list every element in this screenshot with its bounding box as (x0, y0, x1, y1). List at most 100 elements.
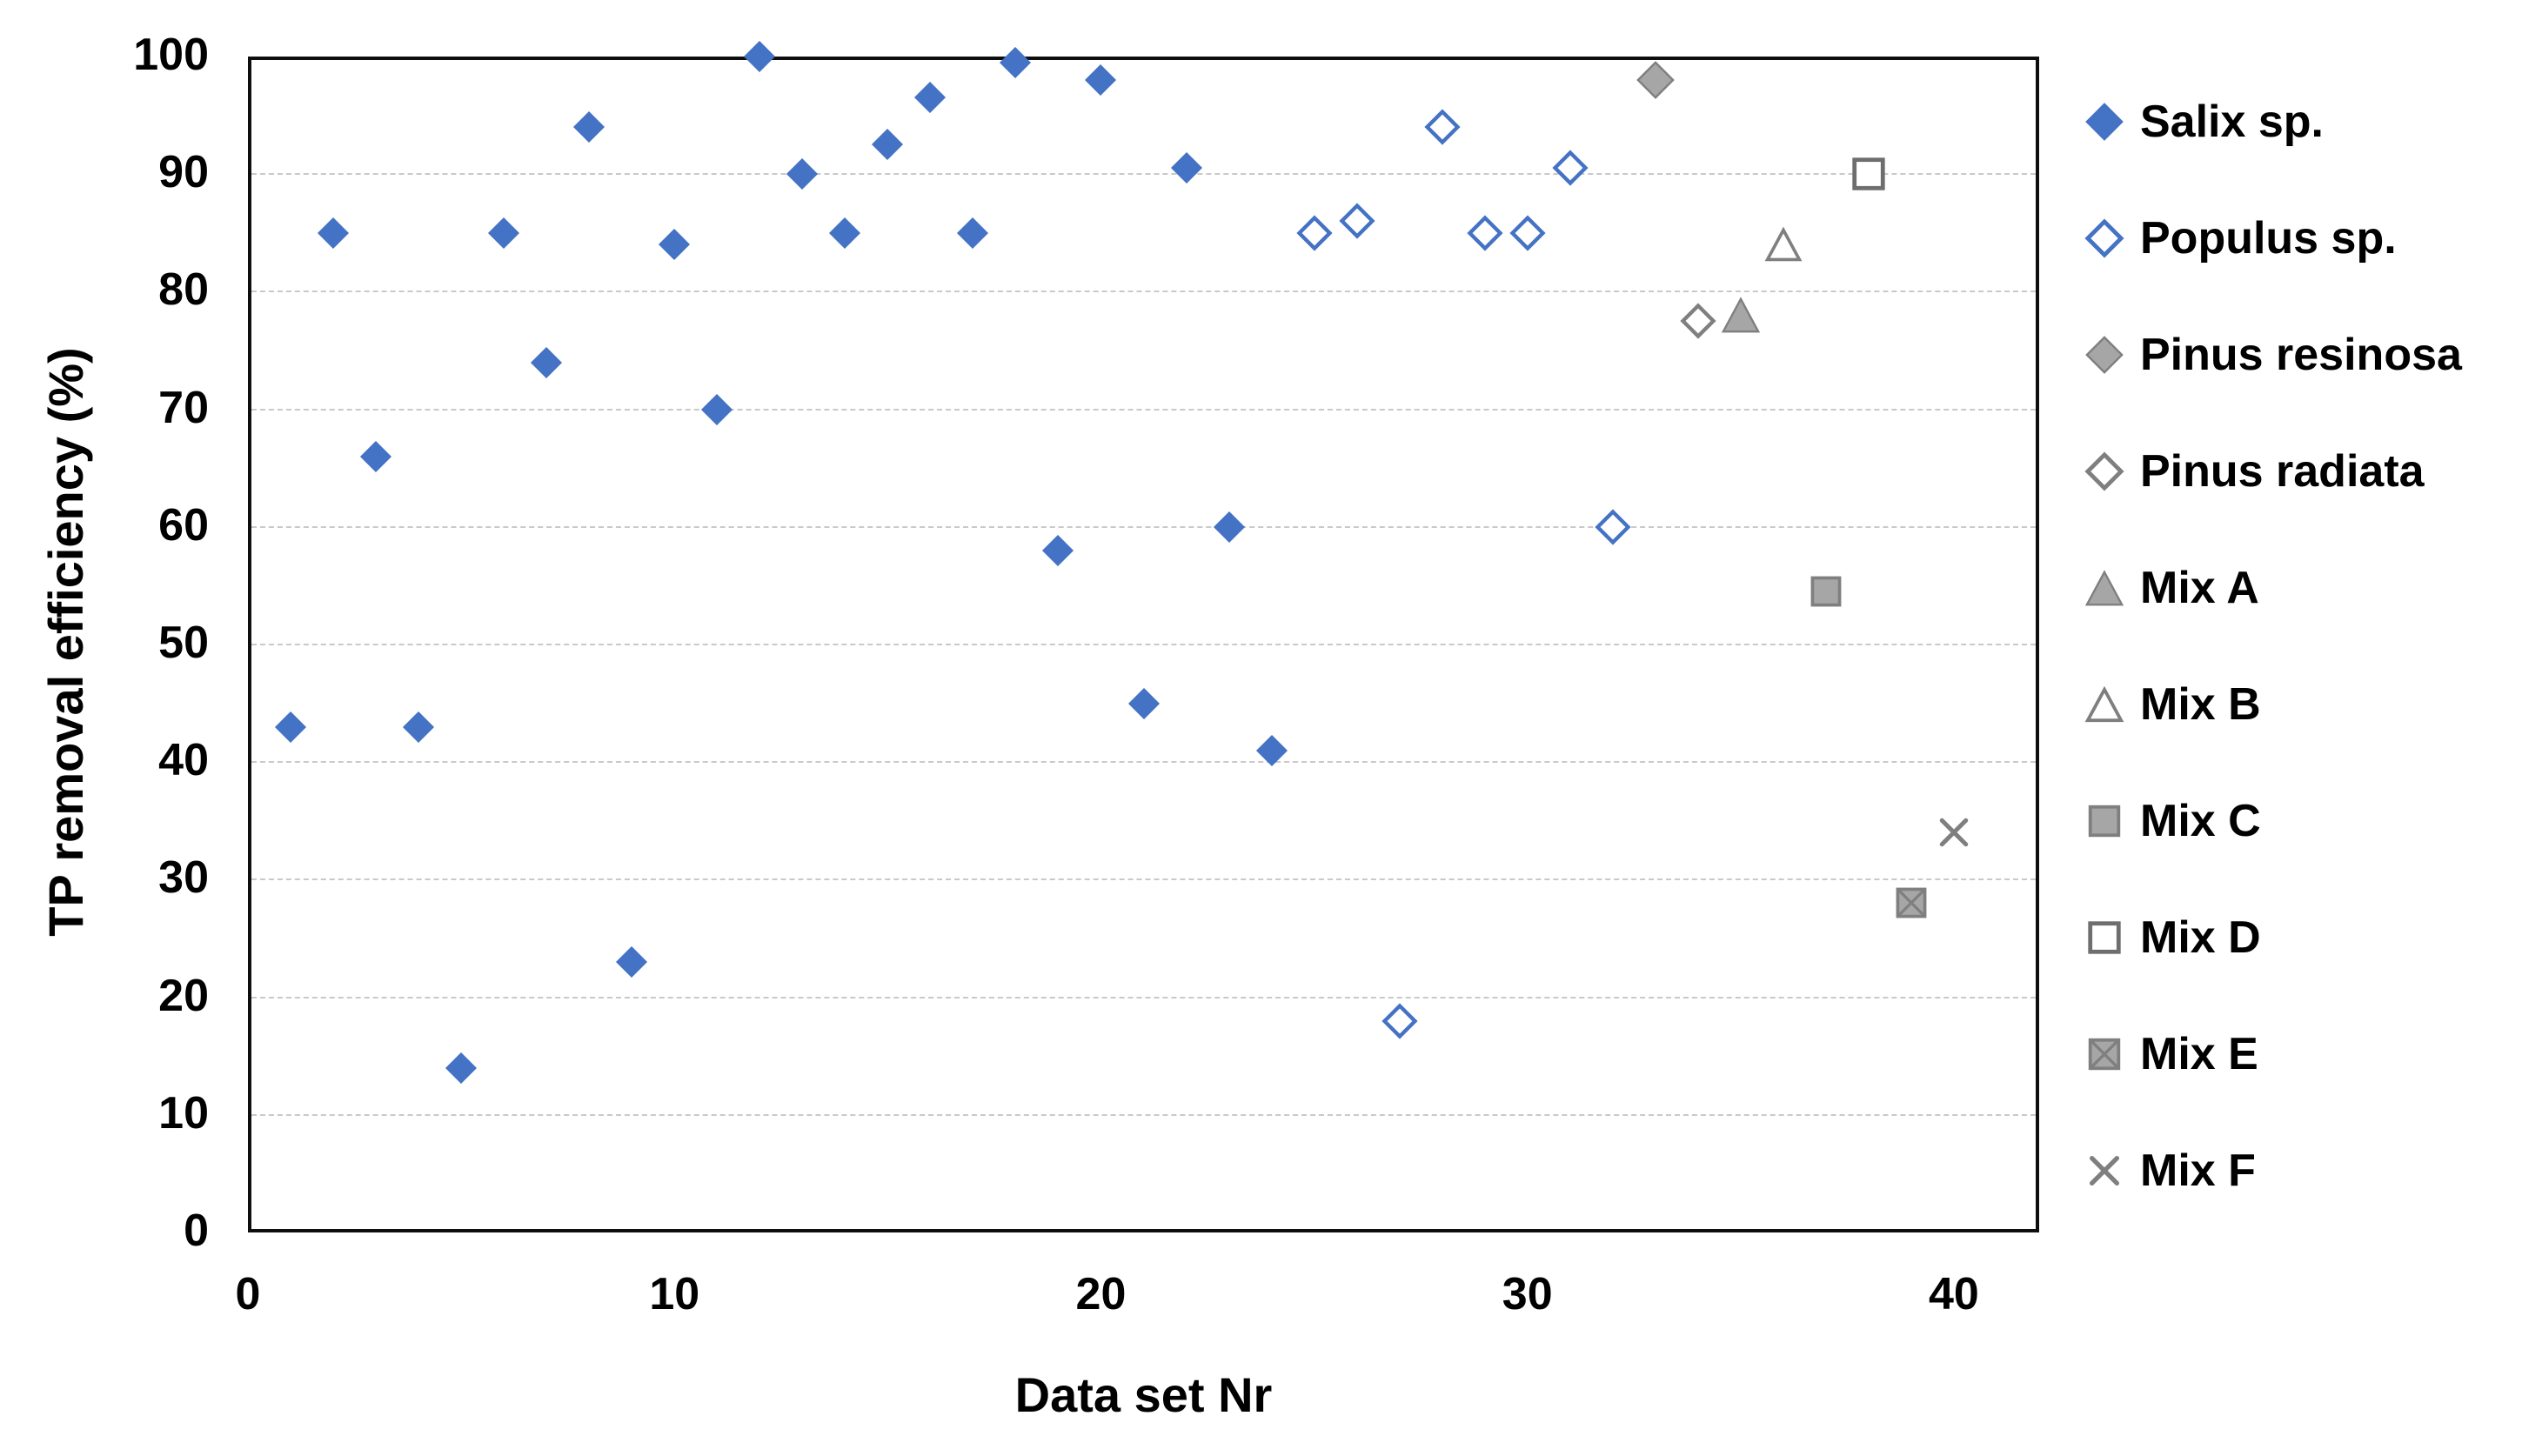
data-point-salix-sp- (487, 217, 520, 250)
data-point-salix-sp- (615, 945, 648, 978)
y-tick-label-60: 60 (158, 499, 209, 551)
legend-label: Mix A (2140, 563, 2259, 613)
legend-item-pinus-resinosa: Pinus resinosa (2084, 329, 2462, 381)
diamond-filled-icon (360, 440, 392, 472)
data-point-pinus-resinosa (1636, 60, 1676, 100)
y-tick-label-100: 100 (133, 29, 209, 80)
data-point-salix-sp- (743, 40, 776, 73)
data-point-salix-sp- (871, 128, 904, 161)
data-point-salix-sp- (1127, 687, 1161, 720)
legend-item-populus-sp-: Populus sp. (2084, 212, 2397, 264)
triangle-open-icon (2084, 685, 2124, 723)
diamond-filled-icon (872, 129, 904, 161)
diamond-open-icon (1467, 215, 1503, 251)
diamond-open-icon (1339, 203, 1375, 239)
diamond-filled-icon (1213, 511, 1245, 543)
data-point-salix-sp- (274, 711, 307, 744)
x-tick-label-10: 10 (649, 1269, 700, 1319)
diamond-filled-icon (2085, 103, 2124, 141)
legend-item-salix-sp-: Salix sp. (2084, 96, 2324, 148)
legend-marker (2084, 1034, 2124, 1074)
gridline-y-80 (251, 291, 2036, 293)
diamond-filled-icon (1636, 61, 1675, 99)
legend-label: Mix B (2140, 679, 2261, 730)
data-point-mix-e (1892, 884, 1930, 922)
diamond-filled-icon (914, 82, 947, 114)
plot-area (248, 57, 2039, 1232)
diamond-filled-icon (1085, 64, 1117, 97)
diamond-filled-icon (1255, 734, 1288, 766)
diamond-filled-icon (829, 217, 861, 249)
y-tick-label-20: 20 (158, 970, 209, 1021)
legend-item-mix-e: Mix E (2084, 1028, 2258, 1080)
legend-label: Populus sp. (2140, 213, 2397, 264)
diamond-filled-icon (957, 217, 989, 249)
data-point-populus-sp- (1509, 215, 1546, 251)
diamond-filled-icon (2085, 336, 2124, 374)
square-filled-icon (1810, 576, 1842, 607)
data-point-salix-sp- (828, 217, 861, 250)
data-point-salix-sp- (1213, 511, 1246, 544)
y-tick-label-40: 40 (158, 735, 209, 786)
diamond-filled-icon (1000, 46, 1032, 78)
legend-item-mix-b: Mix B (2084, 678, 2261, 731)
y-tick-label-80: 80 (158, 264, 209, 316)
y-tick-label-50: 50 (158, 617, 209, 668)
x-tick-label-40: 40 (1929, 1269, 1979, 1319)
diamond-open-icon (2084, 218, 2124, 258)
data-point-populus-sp- (1296, 215, 1333, 251)
data-point-populus-sp- (1424, 109, 1461, 145)
legend-marker (2084, 102, 2124, 142)
square-open-icon (2088, 921, 2121, 954)
data-point-populus-sp- (1339, 203, 1375, 239)
data-point-populus-sp- (1467, 215, 1503, 251)
data-point-salix-sp- (956, 217, 989, 250)
diamond-filled-icon (488, 217, 520, 249)
y-tick-label-0: 0 (184, 1205, 209, 1256)
legend-label: Pinus resinosa (2140, 330, 2462, 380)
gridline-y-90 (251, 173, 2036, 176)
legend-label: Mix C (2140, 796, 2261, 846)
legend-marker (2084, 218, 2124, 258)
data-point-salix-sp- (1084, 63, 1117, 97)
diamond-filled-icon (744, 40, 776, 73)
diamond-open-icon (1552, 150, 1589, 187)
diamond-filled-icon (403, 711, 435, 743)
x-icon (1939, 818, 1969, 847)
square-open-icon (1852, 157, 1885, 190)
gridline-y-50 (251, 644, 2036, 645)
legend-label: Mix E (2140, 1029, 2258, 1079)
data-point-populus-sp- (1595, 509, 1631, 545)
diamond-filled-icon (531, 346, 563, 378)
data-point-mix-d (1849, 154, 1889, 194)
legend-label: Mix F (2140, 1145, 2256, 1196)
data-point-salix-sp- (999, 46, 1032, 79)
legend-item-mix-a: Mix A (2084, 562, 2259, 614)
x-tick-label-30: 30 (1502, 1269, 1553, 1319)
legend-marker (2084, 451, 2124, 491)
data-point-salix-sp- (359, 440, 392, 473)
gridline-y-40 (251, 761, 2036, 764)
legend-label: Pinus radiata (2140, 446, 2425, 497)
data-point-mix-a (1721, 295, 1761, 335)
y-tick-label-70: 70 (158, 382, 209, 433)
legend-item-pinus-radiata: Pinus radiata (2084, 445, 2425, 498)
data-point-salix-sp- (913, 81, 947, 114)
gridline-y-10 (251, 1113, 2036, 1116)
legend-item-mix-c: Mix C (2084, 795, 2261, 847)
y-tick-label-90: 90 (158, 147, 209, 198)
y-tick-label-30: 30 (158, 852, 209, 904)
legend-label: Mix D (2140, 912, 2261, 963)
diamond-filled-icon (445, 1052, 478, 1084)
x-axis-title: Data set Nr (1014, 1367, 1273, 1422)
triangle-filled-icon (1721, 297, 1760, 333)
data-point-mix-c (1807, 572, 1845, 611)
data-point-salix-sp- (1041, 534, 1074, 567)
data-point-salix-sp- (445, 1052, 478, 1085)
diamond-filled-icon (616, 946, 648, 978)
triangle-open-icon (1764, 226, 1803, 262)
legend-marker (2084, 685, 2124, 725)
data-point-salix-sp- (786, 157, 819, 190)
data-point-salix-sp- (402, 711, 435, 744)
data-point-salix-sp- (317, 217, 350, 250)
